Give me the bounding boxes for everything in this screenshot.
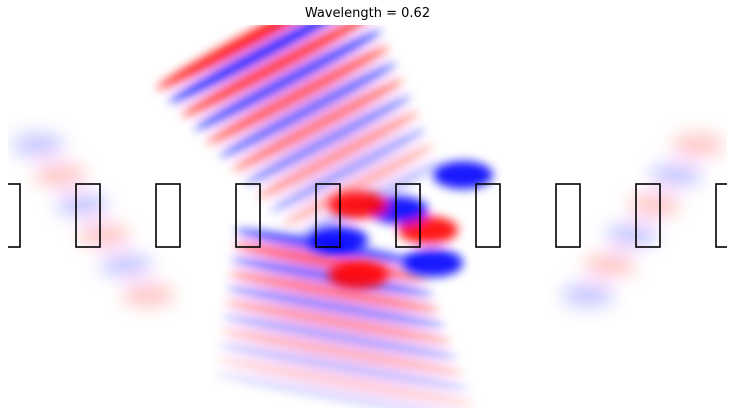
scatterer-3: [155, 183, 181, 248]
hotspot: [308, 226, 368, 254]
scatterer-5: [315, 183, 341, 248]
scatterer-7: [475, 183, 501, 248]
upper-band: [257, 111, 419, 199]
scatterer-9: [635, 183, 661, 248]
side-ripple: [78, 223, 130, 247]
scatterer-10: [715, 183, 727, 248]
side-ripple: [34, 163, 86, 187]
scatterer-row: [8, 183, 727, 248]
upper-band: [181, 25, 375, 117]
side-ripple: [584, 253, 636, 277]
upper-band: [219, 62, 397, 158]
hotspot: [328, 261, 388, 289]
upper-band: [169, 25, 367, 103]
side-ripple: [100, 253, 152, 277]
side-ripple: [562, 283, 614, 307]
upper-band: [194, 29, 382, 131]
scatterer-6: [395, 183, 421, 248]
plot-title: Wavelength = 0.62: [304, 6, 431, 21]
lower-band: [224, 301, 452, 343]
lower-band: [216, 358, 476, 406]
lower-band: [218, 344, 470, 390]
wave-field-plot: [8, 25, 727, 408]
lower-band: [222, 315, 458, 359]
side-ripple: [56, 193, 108, 217]
upper-band: [156, 25, 360, 90]
upper-band: [232, 79, 404, 171]
upper-band: [206, 46, 390, 144]
side-ripple: [628, 193, 680, 217]
lower-band: [215, 372, 481, 408]
hotspot: [328, 191, 388, 219]
upper-band: [244, 95, 412, 185]
lower-band: [220, 329, 464, 375]
upper-band: [282, 144, 434, 226]
scatterer-1: [8, 183, 21, 248]
lower-band: [228, 272, 440, 312]
side-ripple: [606, 223, 658, 247]
scatterer-4: [235, 183, 261, 248]
side-ripples: [12, 133, 724, 307]
hotspot: [398, 216, 458, 244]
side-ripple: [122, 283, 174, 307]
scatterer-8: [555, 183, 581, 248]
hotspot: [433, 161, 493, 189]
side-ripple: [650, 163, 702, 187]
side-ripple: [12, 133, 64, 157]
hotspot: [403, 249, 463, 277]
lower-band: [226, 286, 446, 328]
scatterer-2: [75, 183, 101, 248]
side-ripple: [672, 133, 724, 157]
upper-band: [270, 128, 426, 212]
